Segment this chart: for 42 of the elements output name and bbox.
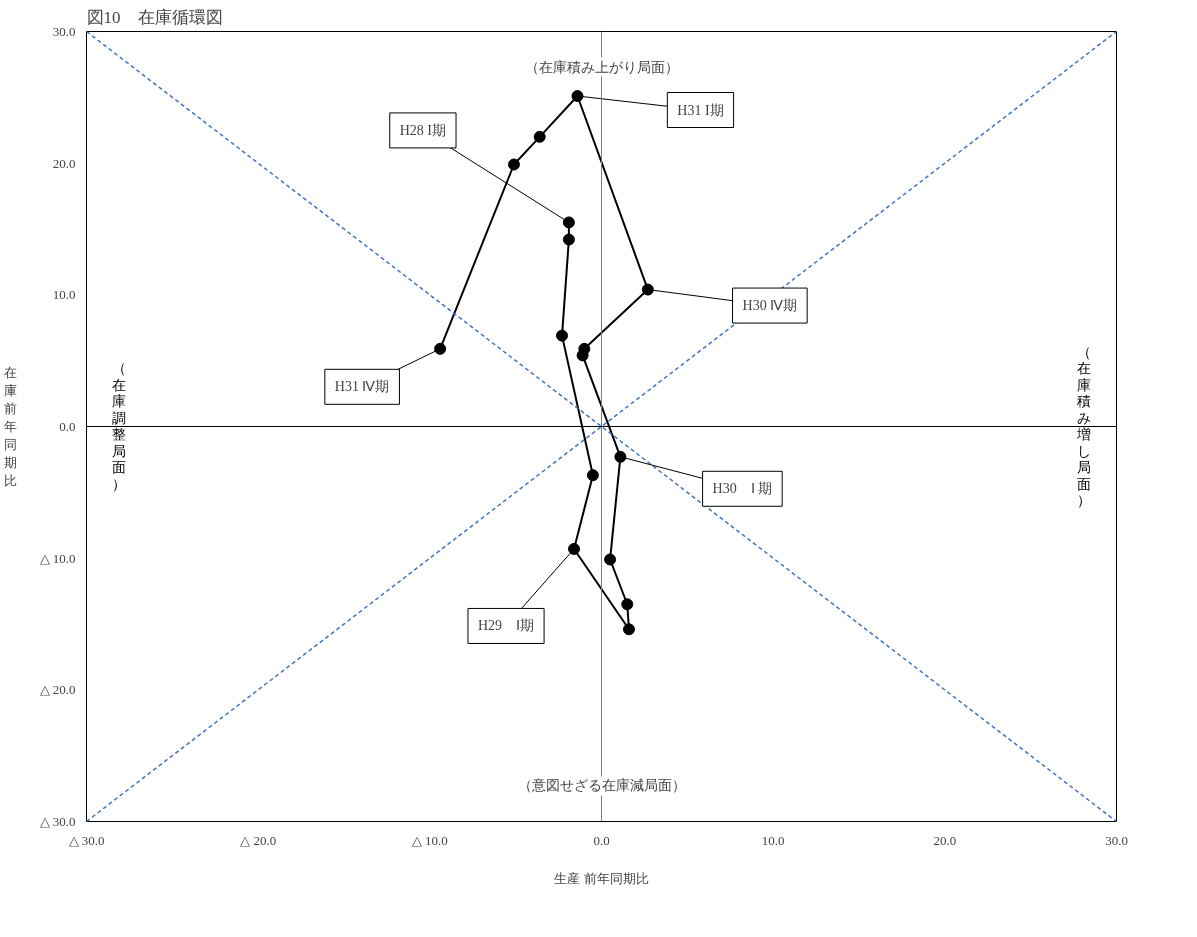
text: （在庫積み増し局面） [1076, 344, 1091, 509]
y-tick-label: 20.0 [52, 155, 76, 171]
point [568, 542, 581, 555]
annotation: H29 Ⅰ期 [477, 618, 535, 634]
x-tick-label: 0.0 [593, 832, 610, 848]
annotation: H28 I期 [399, 122, 447, 138]
point [614, 450, 627, 463]
y-tick-label: △ 30.0 [39, 814, 76, 829]
point [434, 342, 447, 355]
annotation: H30 Ⅰ 期 [712, 481, 773, 497]
y-axis-title: 在庫前年同期比 [3, 365, 17, 488]
point [604, 553, 617, 566]
point [507, 158, 520, 171]
y-tick-label: △ 10.0 [39, 550, 76, 566]
annotation: H31 I期 [677, 102, 724, 118]
y-tick-label: 0.0 [59, 419, 76, 434]
x-tick-label: △ 20.0 [240, 832, 277, 848]
point [578, 342, 591, 355]
y-tick-label: △ 20.0 [39, 682, 76, 698]
annotation: H31 Ⅳ期 [334, 379, 390, 395]
point [586, 469, 599, 482]
x-axis-title: 生産 前年同期比 [554, 870, 649, 886]
point [556, 329, 569, 342]
point [621, 598, 634, 611]
point [533, 130, 546, 143]
x-tick-label: 30.0 [1105, 832, 1128, 848]
y-tick-label: 10.0 [52, 287, 76, 303]
annotation: （在庫調整局面） [112, 361, 127, 492]
point [562, 233, 575, 246]
annotation: （意図せざる在庫減局面） [517, 778, 686, 794]
x-tick-label: 20.0 [933, 832, 957, 848]
annotation: （在庫積み上がり局面） [524, 59, 679, 75]
point [622, 623, 635, 636]
y-tick-label: 30.0 [52, 24, 76, 39]
x-tick-label: △ 10.0 [411, 832, 448, 848]
point [641, 283, 654, 296]
x-tick-label: 10.0 [761, 832, 785, 848]
point [562, 216, 575, 229]
annotation: H30 Ⅳ期 [742, 298, 798, 314]
point [571, 90, 584, 103]
x-tick-label: △ 30.0 [68, 832, 105, 848]
chart-title: 図10 在庫循環図 [86, 7, 223, 27]
